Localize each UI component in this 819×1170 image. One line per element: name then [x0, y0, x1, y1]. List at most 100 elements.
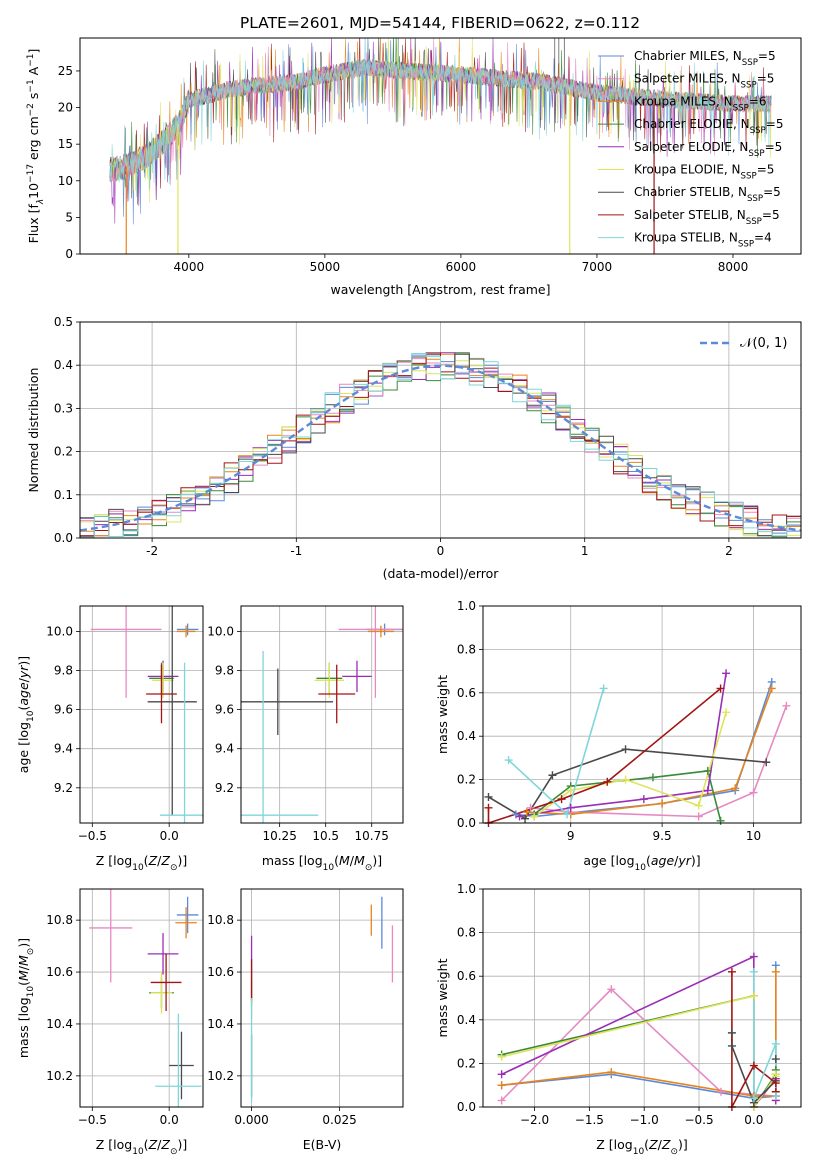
- age-vs-mass-plot-area: [241, 606, 403, 823]
- mass-vs-Z-panel: −0.5 0.0 10.2 10.4 10.6 10.8 Z [log10(Z/Z⊙)] ma…: [16, 888, 204, 1157]
- y-tick-label: 9.8: [215, 664, 234, 678]
- mass-vs-Z-plot-area: [89, 889, 202, 1107]
- x-axis-label: Z [log10(Z/Z⊙)]: [596, 1137, 688, 1157]
- legend-entry: 𝒩(0, 1): [740, 336, 787, 351]
- weight-marker: [749, 967, 758, 976]
- weight-marker: [727, 1041, 736, 1050]
- y-tick-label: 0.4: [457, 1013, 476, 1027]
- weight-marker: [762, 758, 771, 767]
- mass-weight-vs-age-panel: 9 9.5 10 0.0 0.2 0.4 0.6 0.8 1.0 age [log10(age/y…: [435, 599, 802, 873]
- y-axis-label: mass weight: [435, 958, 450, 1037]
- weight-marker: [722, 708, 731, 717]
- weight-marker: [694, 801, 703, 810]
- weight-marker: [767, 684, 776, 693]
- age-vs-Z-panel: −0.5 0.0 9.2 9.4 9.6 9.8 10.0 Z [log10(Z/Z⊙)] ag…: [16, 605, 204, 873]
- reference-gaussian-line: [80, 364, 801, 532]
- y-tick-label: 10.0: [207, 624, 234, 638]
- y-tick-label: 0.4: [54, 358, 73, 372]
- y-axis-label: mass weight: [435, 675, 450, 754]
- weight-marker: [521, 814, 530, 823]
- axes-frame: [79, 321, 802, 539]
- y-tick-label: 0.8: [457, 926, 476, 940]
- x-tick-label: −2.0: [520, 1113, 549, 1127]
- weight-marker: [522, 808, 531, 817]
- weight-marker: [771, 1092, 780, 1101]
- y-tick-label: 9.6: [215, 703, 234, 717]
- mass-weight-vs-Z-panel: −2.0 −1.5 −1.0 −0.5 0.0 0.0 0.2 0.4 0.6 0.8 1.0 Z […: [435, 882, 802, 1157]
- weight-marker: [749, 1061, 758, 1070]
- legend-entry: Kroupa ELODIE, NSSP=5: [634, 163, 774, 182]
- legend-entry: Salpeter ELODIE, NSSP=5: [634, 140, 782, 159]
- age-vs-mass-panel: 10.25 10.5 10.75 9.2 9.4 9.6 9.8 10.0 mass [log1…: [207, 605, 404, 873]
- x-tick-label: 10.75: [355, 829, 389, 843]
- spectrum-plot-area: [109, 38, 772, 254]
- y-tick-label: 9.4: [54, 742, 73, 756]
- y-tick-label: 0.5: [54, 315, 73, 329]
- axes-frame: [79, 37, 802, 255]
- y-tick-label: 10.8: [46, 913, 73, 927]
- weight-marker: [497, 1052, 506, 1061]
- weight-marker: [694, 812, 703, 821]
- x-tick-label: 0.000: [234, 1113, 268, 1127]
- y-tick-label: 0: [65, 247, 73, 261]
- weight-marker: [603, 777, 612, 786]
- y-axis-label: age [log10(age/yr)]: [16, 656, 36, 773]
- y-tick-label: 0.8: [457, 642, 476, 656]
- y-tick-label: 5: [65, 210, 73, 224]
- x-tick-label: 0: [437, 544, 445, 558]
- weight-marker: [599, 684, 608, 693]
- legend-entry: Kroupa MILES, NSSP=6: [634, 94, 767, 113]
- axes-frame: [482, 605, 802, 824]
- x-axis-label: (data-model)/error: [383, 566, 500, 581]
- axes-frame: [240, 605, 404, 824]
- weight-marker: [716, 1087, 725, 1096]
- legend-entry: Salpeter MILES, NSSP=5: [634, 72, 774, 91]
- y-tick-label: 10.2: [207, 1069, 234, 1083]
- weight-marker: [621, 775, 630, 784]
- weight-marker: [658, 799, 667, 808]
- y-tick-label: 10.6: [207, 965, 234, 979]
- y-axis-label: Flux [fλ10−17 erg cm−2 s−1 A−1]: [26, 49, 46, 244]
- y-tick-label: 10: [58, 174, 73, 188]
- weight-marker: [639, 795, 648, 804]
- age-vs-Z-plot-area: [90, 606, 203, 823]
- legend-entry: Kroupa STELIB, NSSP=4: [634, 231, 772, 250]
- x-tick-label: 0.025: [322, 1113, 356, 1127]
- weight-marker: [607, 1068, 616, 1077]
- weight-marker: [782, 701, 791, 710]
- weight-marker: [749, 991, 758, 1000]
- y-tick-label: 0.2: [457, 1056, 476, 1070]
- y-tick-label: 0.0: [457, 1100, 476, 1114]
- weight-marker: [530, 812, 539, 821]
- y-tick-label: 0.4: [457, 729, 476, 743]
- y-tick-label: 0.0: [54, 531, 73, 545]
- x-tick-label: 1: [581, 544, 589, 558]
- weight-marker: [771, 1039, 780, 1048]
- x-tick-label: −1.5: [575, 1113, 604, 1127]
- x-tick-label: 10: [746, 829, 761, 843]
- mass-vs-ebv-panel: 0.000 0.025 10.2 10.4 10.6 10.8 E(B-V): [207, 888, 404, 1152]
- x-tick-label: 9.5: [653, 829, 672, 843]
- weight-marker: [749, 788, 758, 797]
- x-tick-label: -2: [146, 544, 158, 558]
- weight-marker: [526, 803, 535, 812]
- weight-marker: [607, 985, 616, 994]
- legend-entry: Salpeter STELIB, NSSP=5: [634, 208, 780, 227]
- y-axis-label: Normed distribution: [26, 368, 41, 493]
- weight-marker: [648, 773, 657, 782]
- y-tick-label: 20: [58, 101, 73, 115]
- x-axis-label: Z [log10(Z/Z⊙)]: [96, 1137, 188, 1157]
- weight-marker: [727, 1028, 736, 1037]
- y-tick-label: 9.2: [215, 781, 234, 795]
- weight-marker: [548, 771, 557, 780]
- weight-marker: [566, 803, 575, 812]
- figure-title: PLATE=2601, MJD=54144, FIBERID=0622, z=0…: [240, 14, 640, 32]
- axes-frame: [79, 605, 204, 824]
- x-tick-label: −1.0: [630, 1113, 659, 1127]
- y-tick-label: 9.4: [215, 742, 234, 756]
- weight-marker: [515, 812, 524, 821]
- y-tick-label: 0.2: [457, 773, 476, 787]
- histogram-step: [80, 352, 801, 537]
- weight-marker: [566, 786, 575, 795]
- residual-histogram-plot-area: [80, 352, 801, 538]
